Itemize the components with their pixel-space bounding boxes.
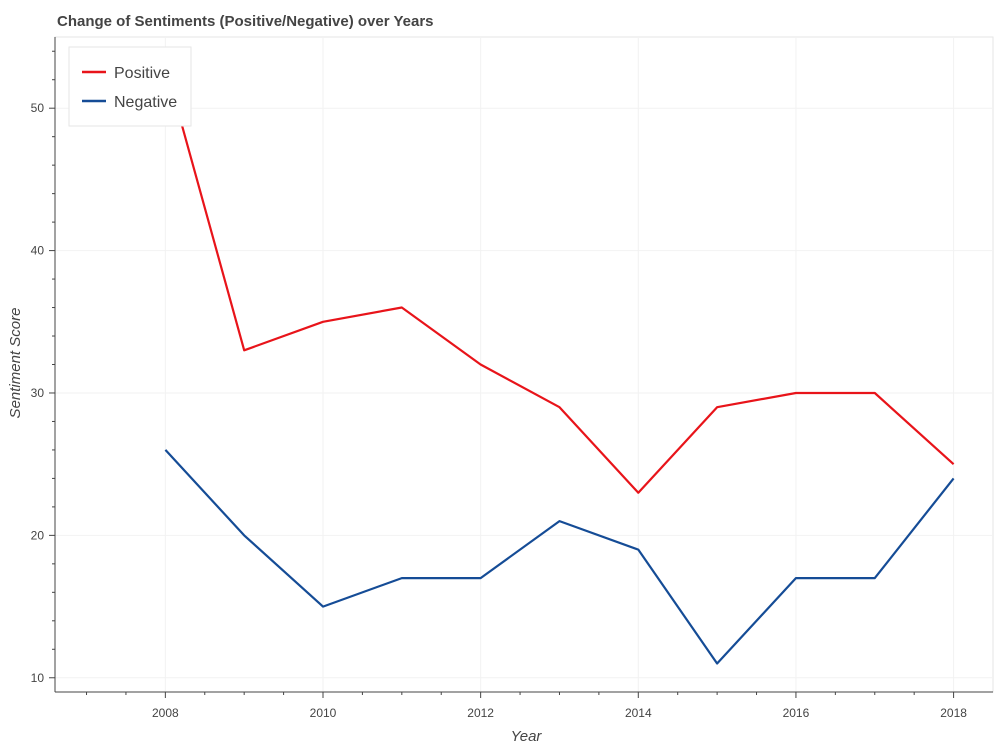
y-axis: 10 20 30 40 50 bbox=[31, 37, 56, 692]
x-axis-label: Year bbox=[511, 728, 543, 745]
legend-label-negative: Negative bbox=[114, 94, 177, 111]
chart-title: Change of Sentiments (Positive/Negative)… bbox=[57, 13, 434, 30]
series-line-positive bbox=[164, 65, 955, 494]
y-tick-label: 40 bbox=[31, 244, 45, 258]
y-tick-label: 50 bbox=[31, 101, 45, 115]
y-tick-label: 10 bbox=[31, 671, 45, 685]
x-tick-label: 2010 bbox=[310, 706, 337, 720]
legend-label-positive: Positive bbox=[114, 65, 170, 82]
y-axis-label: Sentiment Score bbox=[7, 308, 24, 419]
y-tick-label: 20 bbox=[31, 528, 45, 542]
plot-frame bbox=[54, 36, 994, 693]
series-layer bbox=[164, 65, 955, 665]
x-tick-label: 2008 bbox=[152, 706, 179, 720]
x-axis: 2008 2010 2012 2014 2016 2018 bbox=[55, 691, 993, 720]
x-tick-label: 2012 bbox=[467, 706, 494, 720]
series-line-negative bbox=[164, 449, 955, 665]
plot-area bbox=[54, 36, 994, 693]
x-tick-label: 2016 bbox=[783, 706, 810, 720]
legend-box bbox=[68, 46, 192, 127]
legend: Positive Negative bbox=[68, 46, 192, 127]
x-tick-label: 2014 bbox=[625, 706, 652, 720]
y-tick-label: 30 bbox=[31, 386, 45, 400]
x-tick-label: 2018 bbox=[940, 706, 967, 720]
